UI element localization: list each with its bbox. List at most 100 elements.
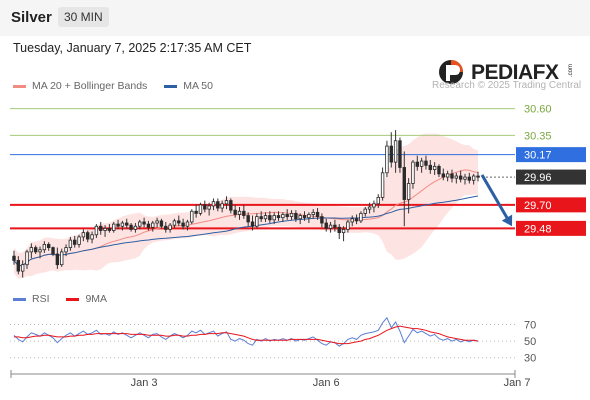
candle bbox=[120, 220, 125, 231]
candle-body-down bbox=[12, 255, 16, 261]
candle bbox=[268, 211, 272, 224]
candle-body-down bbox=[46, 243, 51, 249]
timeframe-badge[interactable]: 30 MIN bbox=[58, 7, 109, 27]
candle bbox=[29, 243, 34, 259]
candle bbox=[337, 224, 341, 240]
candle bbox=[190, 209, 194, 225]
candle-body-up bbox=[406, 183, 411, 200]
candle bbox=[194, 204, 198, 218]
level-tags-layer: 30.60 30.35 30.17 29.96 29.70 29.48 bbox=[480, 104, 586, 236]
candle-body-up bbox=[60, 251, 64, 266]
candle-body-down bbox=[142, 221, 146, 225]
rsi-line bbox=[13, 316, 479, 347]
candle-body-down bbox=[233, 209, 237, 215]
candles-layer bbox=[12, 130, 480, 278]
candle-body-up bbox=[38, 249, 42, 253]
candle bbox=[359, 211, 363, 224]
candle-body-down bbox=[402, 167, 406, 200]
candle bbox=[385, 140, 389, 178]
rsi-legend: RSI 9MA bbox=[13, 293, 121, 305]
candle bbox=[94, 224, 99, 238]
candle-body-up bbox=[64, 247, 68, 253]
candle bbox=[220, 200, 224, 213]
candle bbox=[86, 230, 90, 243]
legend-label-rsi-ma: 9MA bbox=[85, 293, 108, 305]
candle-body-up bbox=[432, 165, 437, 170]
candle bbox=[272, 212, 276, 225]
candle-body-up bbox=[220, 203, 224, 209]
level-tag-label-29-48: 29.48 bbox=[524, 223, 552, 235]
copyright-watermark: Research © 2025 Trading Central bbox=[432, 80, 582, 91]
rsi-tick-label-50: 50 bbox=[524, 336, 536, 348]
legend-item-bollinger: MA 20 + Bollinger Bands bbox=[13, 80, 147, 92]
candle bbox=[246, 212, 250, 227]
x-tick-label: Jan 3 bbox=[131, 377, 158, 389]
candle-body-up bbox=[224, 200, 229, 205]
candle-body-up bbox=[471, 175, 476, 181]
legend-swatch-ma50 bbox=[164, 84, 178, 88]
candle bbox=[159, 218, 164, 229]
candle bbox=[42, 241, 47, 253]
legend-swatch-bollinger bbox=[13, 84, 26, 88]
candle-body-down bbox=[125, 222, 129, 226]
candle bbox=[463, 173, 467, 185]
candle bbox=[20, 260, 25, 278]
candle-body-down bbox=[437, 165, 441, 175]
candle bbox=[458, 170, 463, 183]
candle-body-down bbox=[216, 201, 220, 209]
candle-body-up bbox=[363, 208, 367, 214]
candle-body-up bbox=[328, 224, 333, 229]
rsi-panel: 70 50 30 bbox=[10, 316, 536, 365]
candle-body-up bbox=[307, 214, 311, 219]
candle-body-up bbox=[419, 160, 424, 167]
rsi-tick-label-30: 30 bbox=[524, 353, 536, 365]
candle bbox=[142, 217, 146, 228]
candle-body-up bbox=[120, 222, 125, 227]
legend-item-ma50: MA 50 bbox=[164, 80, 213, 92]
candle-body-down bbox=[99, 225, 103, 231]
candle bbox=[60, 248, 64, 267]
brand-logo: PEDIAFX .com bbox=[433, 57, 578, 87]
candle-body-down bbox=[354, 218, 359, 222]
candle-body-up bbox=[346, 221, 350, 230]
rsi-ma-line bbox=[14, 325, 479, 345]
candle-body-up bbox=[151, 222, 155, 228]
candle bbox=[415, 155, 419, 171]
candle bbox=[289, 210, 294, 220]
candle-body-down bbox=[428, 164, 433, 170]
candle bbox=[294, 210, 298, 222]
candle bbox=[315, 208, 320, 220]
candle-body-up bbox=[190, 210, 194, 223]
candle-body-up bbox=[350, 218, 354, 223]
candle-body-down bbox=[250, 221, 255, 227]
candle bbox=[263, 212, 268, 222]
candle-body-up bbox=[385, 145, 389, 174]
candle bbox=[402, 151, 406, 227]
candle-body-down bbox=[337, 226, 341, 234]
candle bbox=[90, 231, 94, 244]
price-legend: MA 20 + Bollinger Bands MA 50 bbox=[13, 80, 227, 92]
candle bbox=[424, 155, 428, 170]
candle bbox=[285, 209, 289, 220]
candle-body-up bbox=[311, 211, 315, 215]
candle-body-up bbox=[29, 247, 34, 253]
candle-body-up bbox=[103, 227, 107, 231]
candle bbox=[281, 212, 285, 222]
candle bbox=[155, 217, 159, 228]
candle bbox=[406, 178, 411, 214]
candle bbox=[328, 221, 333, 233]
candle bbox=[341, 226, 346, 242]
candle-body-up bbox=[112, 223, 116, 231]
candle-body-down bbox=[333, 224, 337, 228]
candle-body-down bbox=[33, 247, 38, 253]
candle-body-down bbox=[467, 176, 472, 181]
candle bbox=[419, 157, 424, 173]
candle bbox=[216, 198, 220, 212]
candle-body-up bbox=[411, 161, 415, 184]
x-tick-label: Jan 6 bbox=[313, 377, 340, 389]
rsi-tick-label-70: 70 bbox=[524, 319, 536, 331]
candle-body-down bbox=[294, 213, 298, 220]
candle bbox=[107, 224, 112, 233]
candle bbox=[198, 202, 203, 216]
candle-body-up bbox=[393, 140, 398, 163]
